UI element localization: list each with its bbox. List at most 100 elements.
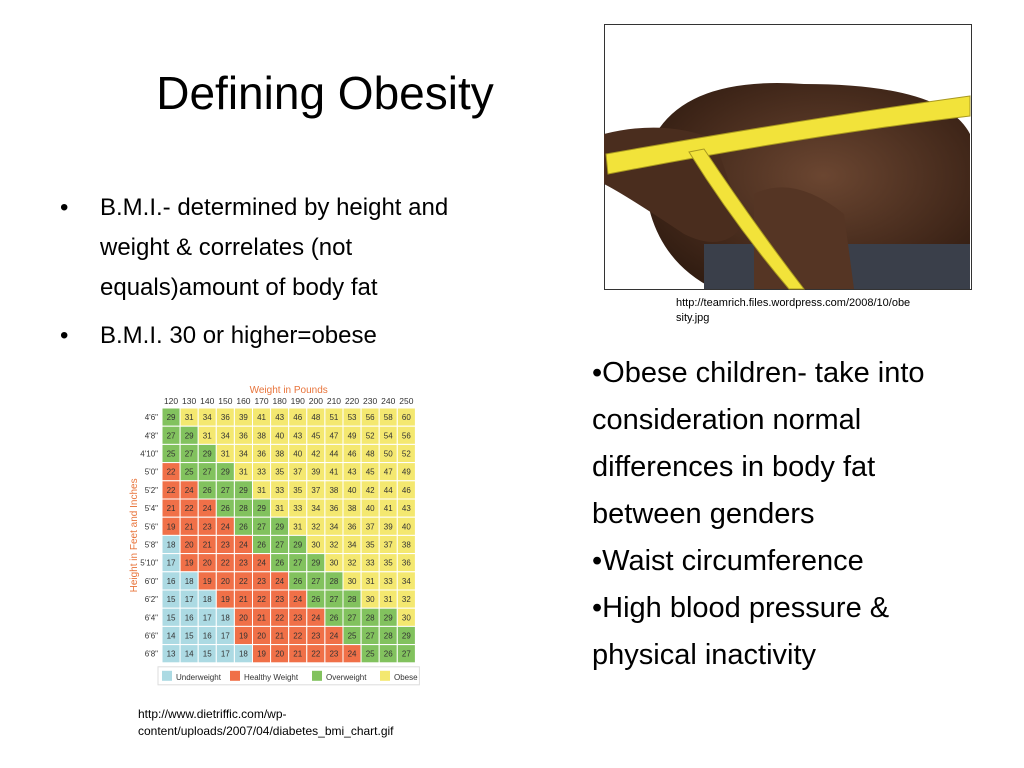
cell-value: 41: [384, 504, 393, 513]
cell-value: 28: [239, 504, 248, 513]
cell-value: 40: [293, 450, 302, 459]
cell-value: 28: [384, 632, 393, 641]
cell: [396, 644, 416, 664]
cell-value: 31: [293, 522, 302, 531]
cell-value: 36: [257, 450, 266, 459]
cell-value: 33: [366, 559, 375, 568]
column-label: 250: [399, 396, 413, 406]
cell-value: 28: [329, 577, 338, 586]
cell-value: 30: [402, 613, 411, 622]
column-label: 170: [254, 396, 268, 406]
legend-label: Healthy Weight: [244, 673, 299, 682]
cell-value: 30: [366, 595, 375, 604]
cell-value: 27: [275, 541, 284, 550]
cell-value: 34: [348, 541, 357, 550]
cell-value: 24: [185, 486, 194, 495]
cell-value: 25: [366, 650, 375, 659]
bullet: B.M.I.- determined by height and weight …: [60, 188, 500, 308]
cell-value: 34: [402, 577, 411, 586]
cell-value: 41: [257, 413, 266, 422]
cell-value: 27: [402, 650, 411, 659]
cell-value: 20: [203, 559, 212, 568]
cell-value: 23: [257, 577, 266, 586]
cell-value: 52: [402, 450, 411, 459]
cell-value: 60: [402, 413, 411, 422]
cell-value: 35: [293, 486, 302, 495]
cell-value: 32: [311, 522, 320, 531]
cell-value: 34: [239, 450, 248, 459]
cell-value: 31: [257, 486, 266, 495]
cell-value: 37: [366, 522, 375, 531]
cell-value: 22: [167, 468, 176, 477]
bullet: B.M.I. 30 or higher=obese: [60, 316, 500, 356]
cell-value: 40: [366, 504, 375, 513]
column-label: 220: [345, 396, 359, 406]
cell-value: 44: [384, 486, 393, 495]
row-label: 5'10": [140, 559, 158, 568]
right-bullets: Obese children- take into consideration …: [592, 350, 952, 679]
cell-value: 19: [185, 559, 194, 568]
legend-swatch: [162, 670, 172, 681]
cell-value: 26: [293, 577, 302, 586]
cell-value: 29: [239, 486, 248, 495]
cell-value: 27: [311, 577, 320, 586]
cell-value: 26: [384, 650, 393, 659]
cell-value: 48: [311, 413, 320, 422]
cell-value: 54: [384, 431, 393, 440]
cell-value: 38: [329, 486, 338, 495]
row-label: 6'2": [145, 595, 158, 604]
cell-value: 27: [203, 468, 212, 477]
cell-value: 45: [366, 468, 375, 477]
cell-value: 33: [293, 504, 302, 513]
cell-value: 21: [203, 541, 212, 550]
cell-value: 35: [275, 468, 284, 477]
cell-value: 25: [185, 468, 194, 477]
cell-value: 27: [167, 431, 176, 440]
cell-value: 50: [384, 450, 393, 459]
cell-value: 39: [384, 522, 393, 531]
cell-value: 33: [384, 577, 393, 586]
cell-value: 43: [348, 468, 357, 477]
cell-value: 22: [311, 650, 320, 659]
cell-value: 29: [185, 431, 194, 440]
cell-value: 49: [402, 468, 411, 477]
cell-value: 27: [348, 613, 357, 622]
cell-value: 20: [275, 650, 284, 659]
legend-label: Overweight: [326, 673, 367, 682]
legend-frame: [157, 666, 420, 686]
row-label: 5'0": [145, 468, 158, 477]
cell-value: 38: [257, 431, 266, 440]
legend-swatch: [312, 670, 322, 681]
row-label: 5'6": [145, 522, 158, 531]
column-label: 120: [164, 396, 178, 406]
cell-value: 52: [366, 431, 375, 440]
cell-value: 27: [257, 522, 266, 531]
cell-value: 13: [167, 650, 176, 659]
cell-value: 31: [384, 595, 393, 604]
cell-value: 15: [167, 613, 176, 622]
cell-value: 18: [167, 541, 176, 550]
cell-value: 24: [311, 613, 320, 622]
cell-value: 29: [293, 541, 302, 550]
cell-value: 30: [311, 541, 320, 550]
cell-value: 46: [402, 486, 411, 495]
legend-swatch: [380, 670, 390, 681]
column-label: 240: [381, 396, 395, 406]
cell-value: 34: [221, 431, 230, 440]
cell-value: 24: [275, 577, 284, 586]
row-label: 6'0": [145, 577, 158, 586]
obesity-photo: [604, 24, 972, 290]
cell-value: 42: [366, 486, 375, 495]
cell-value: 47: [384, 468, 393, 477]
cell-value: 47: [329, 431, 338, 440]
cell-value: 36: [239, 431, 248, 440]
cell-value: 20: [221, 577, 230, 586]
cell-value: 40: [402, 522, 411, 531]
cell-value: 34: [329, 522, 338, 531]
y-axis-label: Height in Feet and Inches: [129, 478, 140, 592]
cell-value: 37: [384, 541, 393, 550]
cell-value: 17: [185, 595, 194, 604]
cell-value: 22: [185, 504, 194, 513]
cell-value: 19: [167, 522, 176, 531]
cell-value: 16: [203, 632, 212, 641]
